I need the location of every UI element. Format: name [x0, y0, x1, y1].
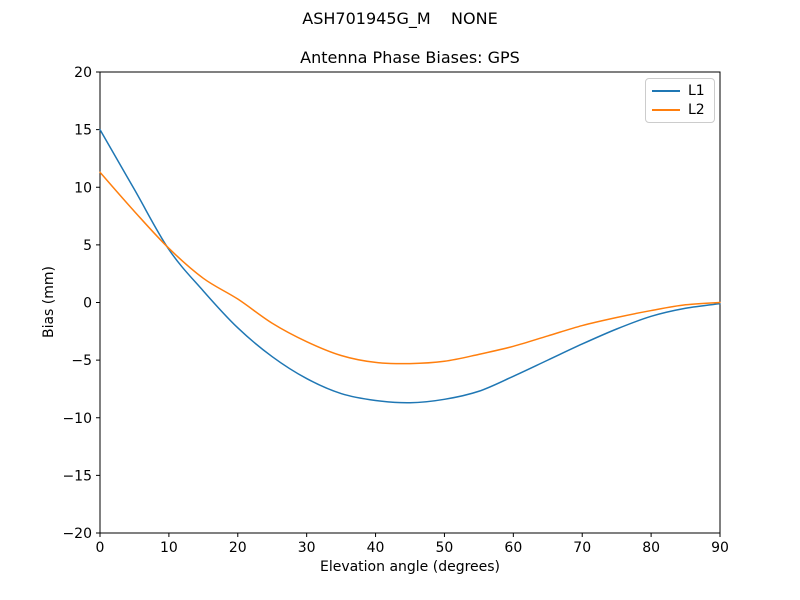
legend-label-l1: L1	[688, 83, 705, 99]
y-tick-label: 5	[83, 238, 92, 254]
legend: L1 L2	[645, 78, 715, 123]
l1-line-swatch	[652, 90, 680, 92]
y-tick-label: 15	[74, 123, 92, 139]
y-tick-label: 20	[74, 65, 92, 81]
legend-item-l1: L1	[652, 82, 708, 100]
series-line-l2	[99, 171, 721, 365]
y-tick-label: −5	[71, 353, 92, 369]
figure-suptitle: ASH701945G_M NONE	[302, 9, 498, 28]
y-tick-label: −10	[62, 411, 92, 427]
x-tick-label: 20	[229, 540, 247, 556]
x-tick-label: 30	[298, 540, 316, 556]
axes-spines	[99, 71, 721, 534]
x-tick-label: 80	[642, 540, 660, 556]
x-tick-label: 40	[367, 540, 385, 556]
l2-line-swatch	[652, 109, 680, 111]
x-tick-label: 70	[573, 540, 591, 556]
y-tick-label: 10	[74, 180, 92, 196]
x-tick-label: 60	[504, 540, 522, 556]
x-tick-label: 90	[711, 540, 729, 556]
series-line-l1	[99, 128, 721, 404]
legend-item-l2: L2	[652, 101, 708, 119]
x-tick-label: 50	[436, 540, 454, 556]
axes-title: Antenna Phase Biases: GPS	[300, 48, 520, 67]
x-tick-label: 0	[96, 540, 105, 556]
y-axis-label: Bias (mm)	[41, 265, 57, 339]
legend-label-l2: L2	[688, 102, 705, 118]
x-tick-label: 10	[160, 540, 178, 556]
y-tick-label: −15	[62, 468, 92, 484]
y-tick-label: −20	[62, 526, 92, 542]
x-axis-label: Elevation angle (degrees)	[319, 559, 501, 575]
y-tick-label: 0	[83, 296, 92, 312]
